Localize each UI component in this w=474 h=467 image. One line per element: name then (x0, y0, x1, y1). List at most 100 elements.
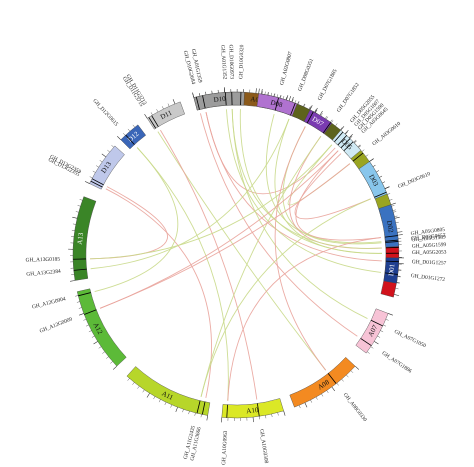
tick-mark (383, 324, 387, 327)
tick-mark (349, 136, 353, 139)
gene-marker (90, 180, 103, 188)
tick-mark (255, 88, 257, 94)
tick-mark (314, 109, 317, 113)
chromosome-d02 (378, 204, 399, 248)
tick-mark (75, 211, 79, 213)
link-line (200, 135, 322, 397)
gene-label: GH_A12G0904 (31, 296, 66, 311)
gene-label: GH_D10G0973 (227, 45, 234, 80)
tick-mark (285, 96, 287, 100)
chromosome-label-d02: D02 (385, 220, 395, 234)
gene-label: GH_D08G0351 (297, 58, 315, 93)
gene-marker (151, 115, 159, 127)
tick-mark (379, 175, 383, 178)
tick-mark (308, 106, 311, 110)
gene-label: GH_A13G2384 (26, 269, 61, 278)
tick-mark (390, 202, 396, 205)
link-line (157, 131, 327, 371)
tick-mark (304, 402, 308, 408)
tick-mark (396, 281, 400, 283)
gene-marker (148, 117, 157, 129)
chromosome-a13 (72, 196, 97, 281)
tick-mark (349, 133, 353, 138)
gene-marker (385, 260, 399, 263)
chromosome-label-d01: D01 (387, 263, 396, 276)
tick-mark (384, 186, 390, 189)
tick-mark (315, 109, 318, 113)
tick-mark (156, 109, 159, 112)
tick-mark (350, 370, 354, 373)
link-line (231, 109, 382, 249)
link-line (227, 237, 382, 401)
gene-label: GH_A10G0308 (258, 429, 269, 464)
gene-label: GH_A08G0330 (342, 392, 368, 423)
chromosome-label-a10: A10 (246, 406, 259, 415)
gene-label: GH_A01G1352 (219, 45, 227, 80)
link-line (136, 147, 229, 401)
tick-mark (194, 412, 196, 416)
tick-mark (123, 133, 126, 136)
gene-label: GH_A05G2053 (412, 250, 447, 256)
tick-mark (394, 294, 400, 296)
gene-marker (327, 373, 337, 384)
tick-mark (388, 313, 393, 316)
tick-mark (395, 221, 399, 223)
gene-marker (224, 92, 227, 106)
tick-mark (282, 96, 285, 100)
tick-mark (162, 106, 164, 110)
tick-mark (291, 97, 294, 102)
tick-mark (319, 110, 323, 116)
gene-marker (226, 404, 228, 418)
tick-mark (75, 295, 79, 297)
gene-label: GH_D07G1852 (336, 82, 361, 114)
link-line (274, 126, 327, 371)
tick-mark (102, 351, 105, 354)
tick-mark (274, 93, 276, 97)
tick-mark (395, 288, 399, 290)
tick-mark (261, 89, 263, 95)
tick-mark (200, 414, 202, 418)
link-line (160, 129, 258, 400)
tick-mark (279, 95, 281, 99)
tick-mark (83, 319, 87, 321)
gene-label: GH_D12G0615 (91, 98, 119, 128)
tick-mark (264, 91, 266, 95)
gene-marker (337, 135, 348, 146)
tick-mark (84, 181, 90, 184)
tick-mark (192, 92, 195, 98)
tick-mark (326, 116, 329, 120)
tick-mark (331, 386, 335, 392)
link-line (94, 147, 179, 292)
tick-mark (315, 396, 318, 400)
tick-mark (385, 319, 389, 321)
gene-marker (385, 246, 399, 249)
tick-mark (288, 96, 291, 101)
gene-label: GH_D07G1885 (317, 68, 339, 101)
tick-mark (346, 374, 349, 378)
tick-mark (340, 126, 345, 131)
gene-marker (73, 268, 87, 271)
gene-label: GH_A03G0610 (371, 121, 402, 147)
gene-label: GH_D01G1257 (412, 259, 447, 266)
gene-label: GH_A10G0963 (221, 430, 229, 465)
tick-mark (111, 145, 114, 148)
gene-marker (384, 272, 398, 275)
gene-marker (201, 401, 206, 415)
gene-marker (352, 152, 364, 162)
tick-mark (297, 101, 300, 105)
chromosome-d13 (89, 145, 125, 190)
link-ribbons (90, 109, 382, 401)
tick-mark (96, 165, 99, 168)
tick-mark (298, 405, 301, 409)
link-line (282, 126, 382, 245)
tick-mark (372, 164, 376, 167)
tick-mark (292, 99, 294, 103)
tick-mark (110, 361, 113, 364)
tick-mark (72, 216, 78, 219)
chromosome-ring: A01A02A03A05A07A08A10A11A12A13D13D12D11D… (68, 87, 404, 423)
tick-mark (112, 365, 117, 370)
tick-mark (252, 417, 254, 423)
tick-mark (132, 124, 135, 128)
tick-mark (367, 351, 370, 354)
gene-marker (370, 319, 383, 327)
